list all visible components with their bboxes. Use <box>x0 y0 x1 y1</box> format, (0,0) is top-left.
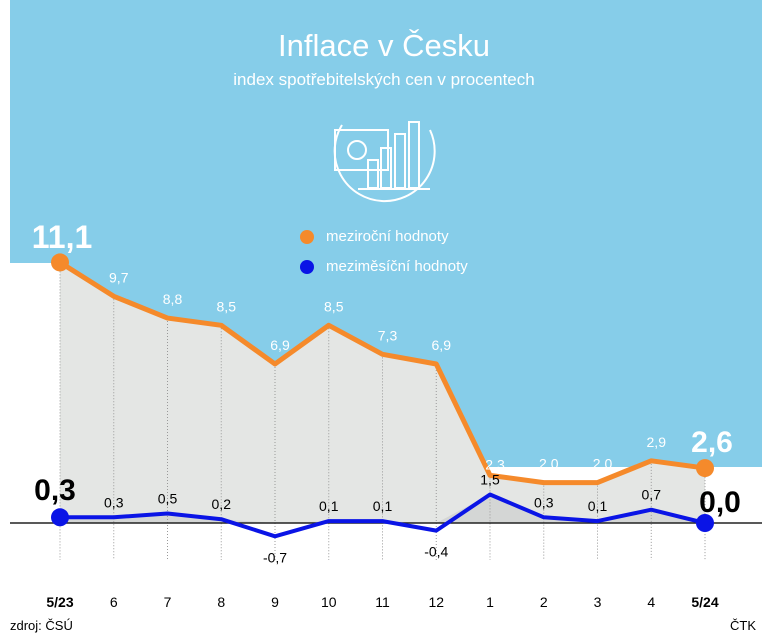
monthly-point <box>51 508 69 527</box>
yearly-point <box>696 459 714 478</box>
source-label: zdroj: ČSÚ <box>10 618 73 633</box>
x-tick-label: 3 <box>594 594 602 610</box>
panel-cutout-right <box>705 468 762 523</box>
x-tick-label: 11 <box>375 594 390 610</box>
yearly-label: 2,0 <box>593 456 613 472</box>
monthly-area-fill <box>60 494 705 523</box>
x-tick-label: 8 <box>217 594 225 610</box>
x-tick-label: 1 <box>486 594 494 610</box>
yearly-label: 2,9 <box>647 434 667 450</box>
monthly-label: 0,3 <box>34 474 76 507</box>
legend-dot-orange <box>300 229 314 244</box>
x-tick-label: 5/24 <box>691 594 718 610</box>
monthly-label: 0,1 <box>319 498 339 514</box>
monthly-label: 0,3 <box>104 494 124 510</box>
legend-label: meziměsíční hodnoty <box>326 258 468 275</box>
x-tick-label: 2 <box>540 594 548 610</box>
yearly-label: 11,1 <box>32 219 93 255</box>
x-tick-label: 12 <box>428 594 444 610</box>
x-tick-label: 9 <box>271 594 279 610</box>
legend-dot-blue <box>300 259 314 274</box>
yearly-label: 2,6 <box>691 426 733 459</box>
panel-cutout <box>10 263 60 473</box>
monthly-label: -0,7 <box>263 549 287 565</box>
monthly-label: 0,1 <box>373 498 393 514</box>
yearly-label: 6,9 <box>270 337 290 353</box>
x-tick-label: 6 <box>110 594 118 610</box>
yearly-label: 2,3 <box>485 456 505 472</box>
chart-subtitle: index spotřebitelských cen v procentech <box>233 70 535 89</box>
monthly-label: 0,7 <box>642 487 662 503</box>
monthly-label: 1,5 <box>480 472 500 488</box>
monthly-label: -0,4 <box>424 544 448 560</box>
money-chart-icon <box>333 121 436 202</box>
monthly-label: 0,1 <box>588 498 608 514</box>
monthly-label: 0,2 <box>212 496 232 512</box>
x-tick-label: 7 <box>164 594 172 610</box>
monthly-label: 0,5 <box>158 491 178 507</box>
x-tick-label: 4 <box>647 594 655 610</box>
legend-label: meziroční hodnoty <box>326 228 449 245</box>
yearly-label: 2,0 <box>539 456 559 472</box>
monthly-label: 0,3 <box>534 494 554 510</box>
yearly-line <box>58 260 706 486</box>
agency-label: ČTK <box>730 618 756 633</box>
x-tick-label: 5/23 <box>46 594 73 610</box>
monthly-line <box>60 492 706 539</box>
monthly-label: 0,0 <box>699 486 741 519</box>
yearly-label: 9,7 <box>109 269 129 285</box>
yearly-label: 6,9 <box>432 337 452 353</box>
yearly-point <box>51 253 69 272</box>
legend-item-yearly: meziroční hodnoty <box>300 228 449 245</box>
monthly-point <box>696 514 714 532</box>
x-tick-label: 10 <box>321 594 337 610</box>
yearly-label: 7,3 <box>378 327 398 343</box>
chart-title: Inflace v Česku <box>278 28 490 63</box>
yearly-label: 8,5 <box>217 298 237 314</box>
yearly-label: 8,5 <box>324 298 344 314</box>
yearly-label: 8,8 <box>163 291 183 307</box>
legend-item-monthly: meziměsíční hodnoty <box>300 258 468 275</box>
